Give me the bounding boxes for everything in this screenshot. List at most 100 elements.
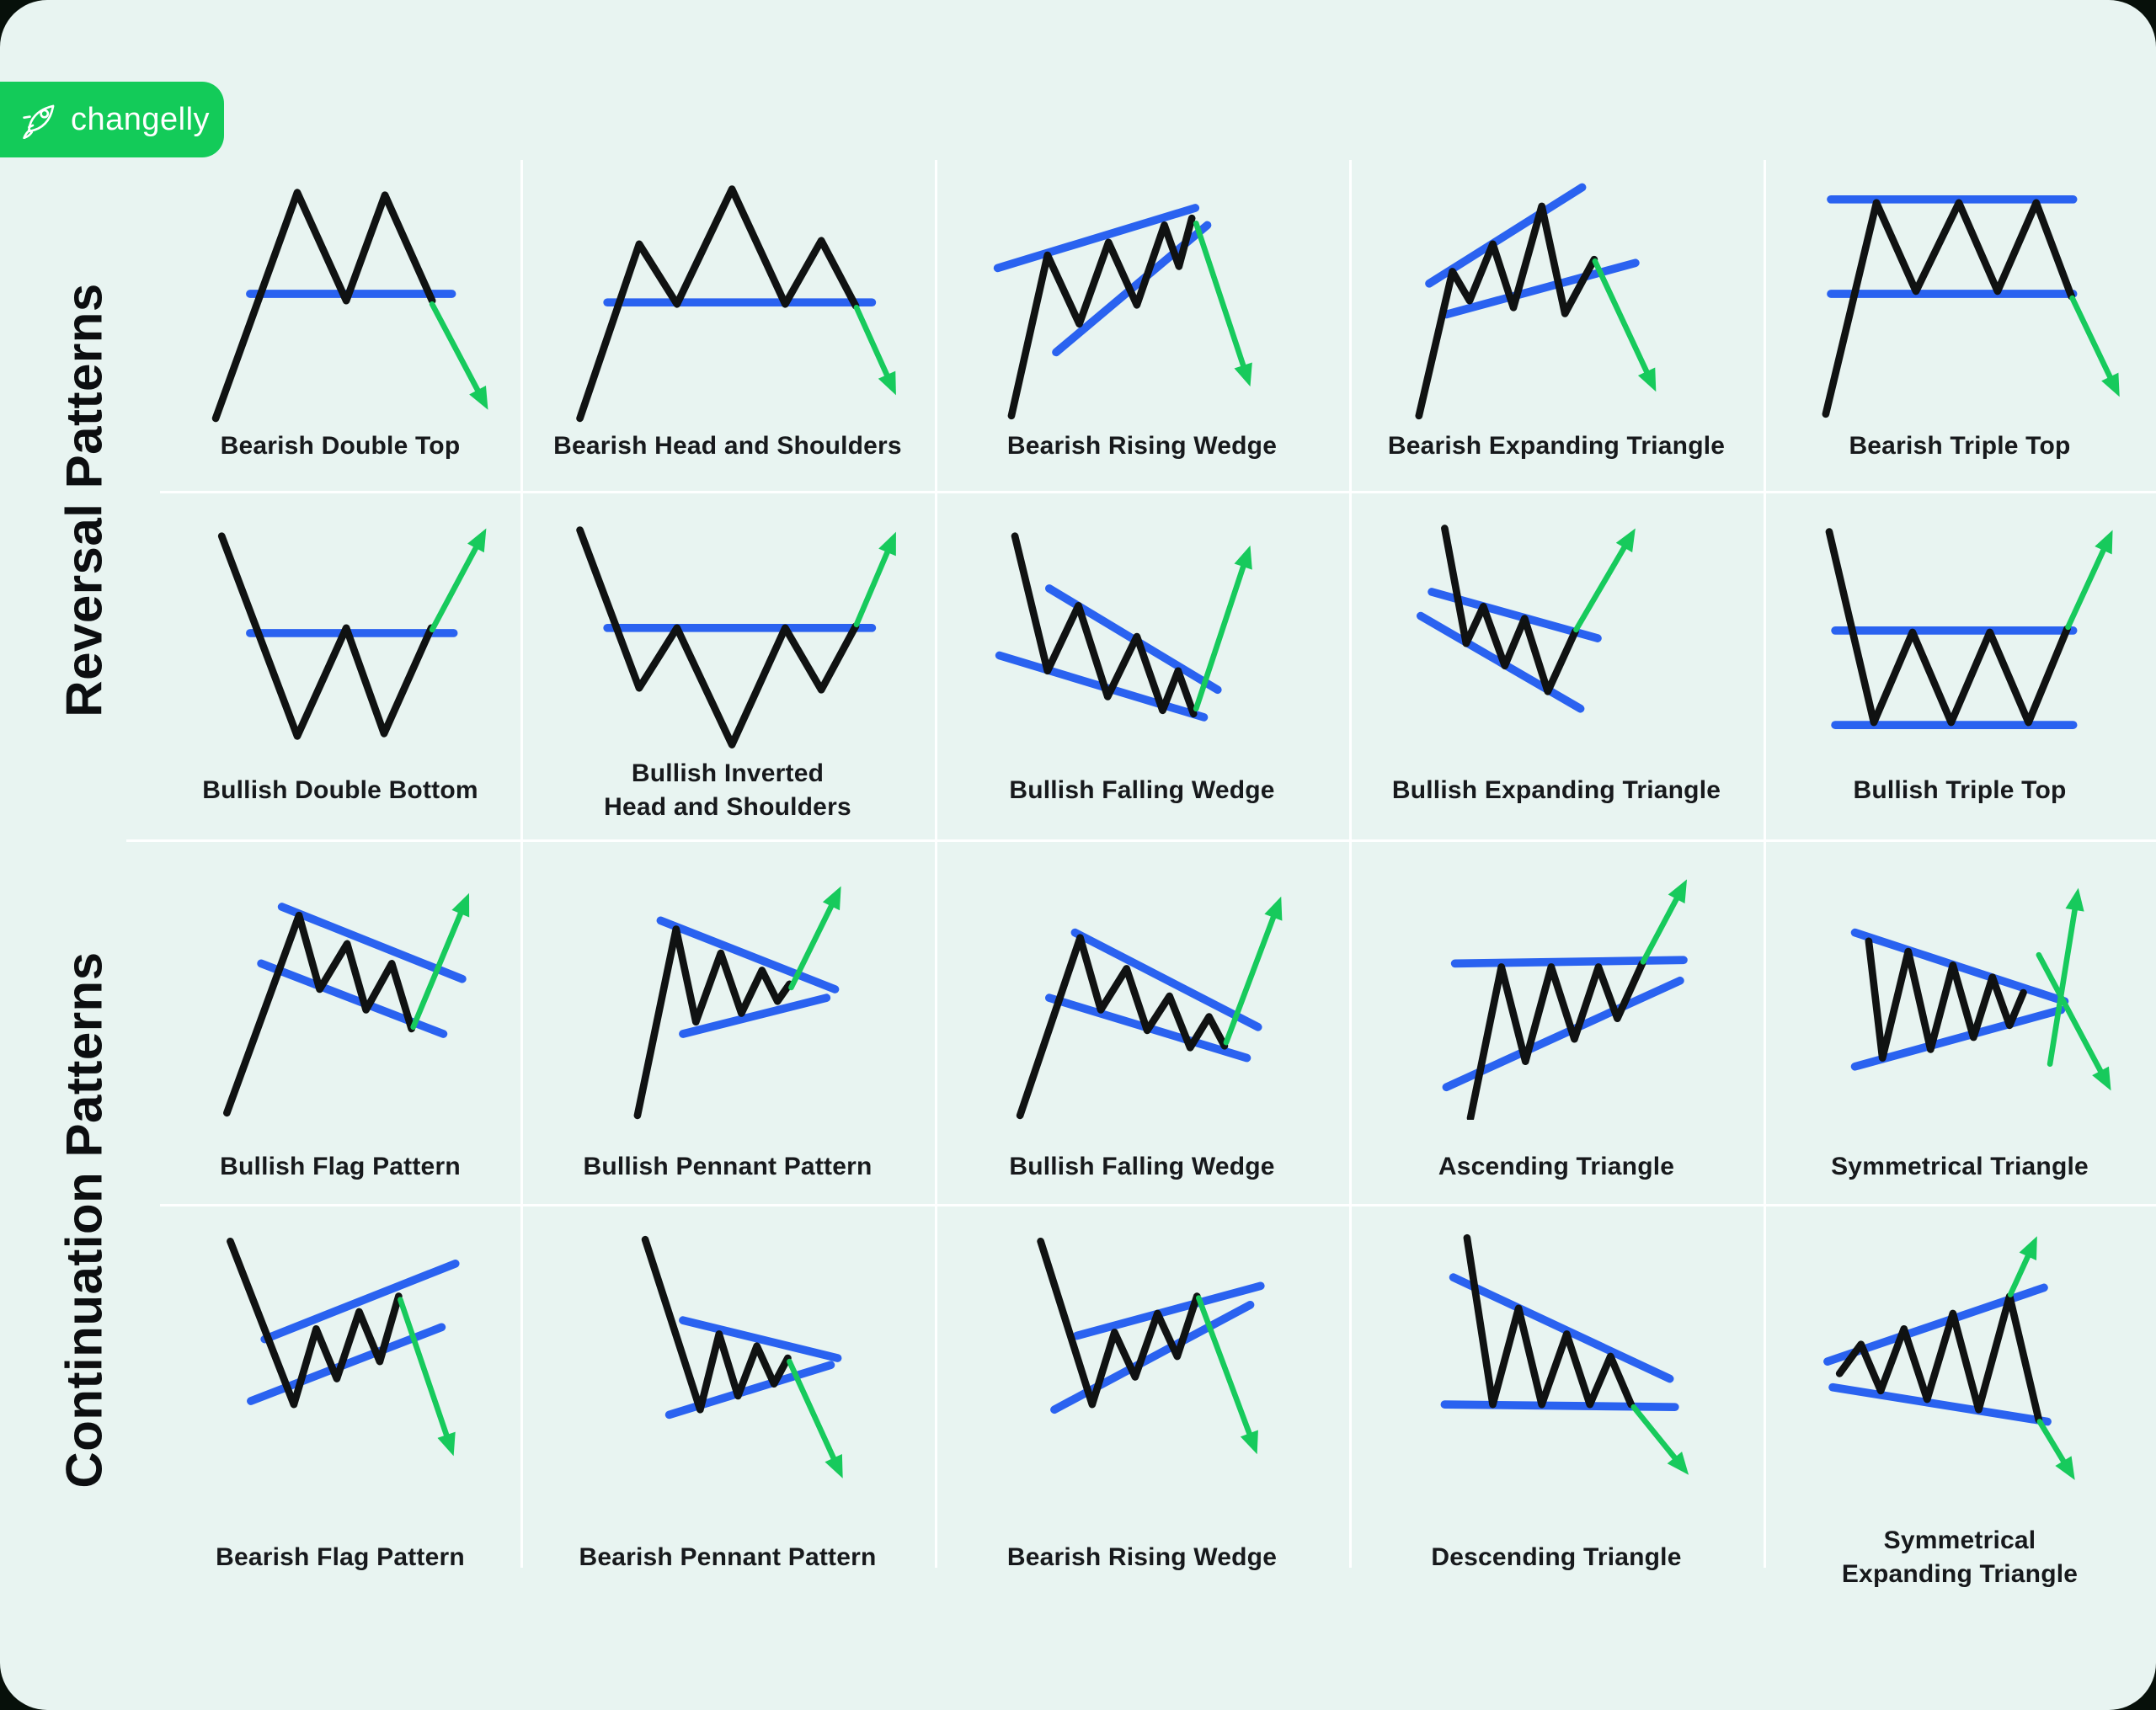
pattern-drawing <box>641 1235 843 1478</box>
pattern-label-line: Bearish Double Top <box>220 432 461 460</box>
price-line <box>1016 934 1229 1120</box>
pattern-cell: Bearish Expanding Triangle <box>1349 160 1764 491</box>
pattern-cell: Bullish Double Bottom <box>160 491 520 840</box>
pattern-drawing <box>227 1237 460 1457</box>
price-line <box>1865 937 2027 1062</box>
pattern-label: Bullish Inverted Head and Shoulders <box>520 757 935 824</box>
pattern-label: Bullish Expanding Triangle <box>1349 774 1764 807</box>
pattern-label-line: Bearish Pennant Pattern <box>579 1543 877 1571</box>
breakout-arrow-head <box>451 892 470 918</box>
pattern-label-line: Expanding Triangle <box>1841 1560 2079 1588</box>
pattern-label-line: Symmetrical Triangle <box>1831 1153 2089 1180</box>
breakout-arrow-shaft <box>1196 1295 1255 1443</box>
breakout-arrow-shaft <box>2047 900 2079 1068</box>
pattern-drawing <box>1442 879 1688 1120</box>
pattern-cell: Bearish Triple Top <box>1764 160 2156 491</box>
pattern-drawing <box>993 204 1252 420</box>
breakout-arrow-shaft <box>1592 258 1652 381</box>
price-line <box>227 1237 403 1409</box>
pattern-label: Bearish Rising Wedge <box>935 1541 1349 1574</box>
pattern-label: Bullish Triple Top <box>1764 774 2156 807</box>
column-divider <box>935 160 937 1568</box>
pattern-drawing <box>1823 1236 2075 1480</box>
trend-line <box>1442 258 1640 319</box>
breakout-arrow-head <box>437 1431 456 1457</box>
pattern-drawing <box>633 886 841 1120</box>
logo-wordmark: changelly <box>71 101 211 137</box>
pattern-cell: Ascending Triangle <box>1349 840 1764 1204</box>
pattern-cell: Bearish Rising Wedge <box>935 1204 1349 1600</box>
price-line <box>1415 202 1598 420</box>
pattern-label: Bullish Falling Wedge <box>935 774 1349 807</box>
breakout-arrow-shaft <box>398 1297 452 1445</box>
trend-line <box>260 1259 460 1344</box>
pattern-label: Symmetrical Expanding Triangle <box>1764 1524 2156 1591</box>
pattern-cell: Bullish Pennant Pattern <box>520 840 935 1204</box>
breakout-arrow-shaft <box>429 539 483 633</box>
price-line <box>217 532 435 740</box>
breakout-arrow-head <box>878 531 896 557</box>
price-line <box>1822 199 2075 418</box>
breakout-arrow-head <box>825 1454 843 1478</box>
section-label-continuation-patterns: Continuation Patterns <box>56 951 113 1489</box>
price-line <box>223 911 415 1117</box>
column-divider <box>1764 160 1766 1568</box>
breakout-arrow-shaft <box>1640 890 1683 965</box>
trend-line <box>1440 1400 1679 1412</box>
trend-line <box>247 1323 446 1405</box>
pattern-cell: Bearish Double Top <box>160 160 520 491</box>
trend-line <box>1850 1005 2066 1071</box>
breakout-arrow-head <box>822 886 841 911</box>
pattern-drawing <box>576 526 896 748</box>
pattern-label-line: Bearish Head and Shoulders <box>553 432 902 460</box>
pattern-drawing <box>211 189 488 423</box>
pattern-label: Symmetrical Triangle <box>1764 1150 2156 1184</box>
pattern-cell: Bearish Head and Shoulders <box>520 160 935 491</box>
price-line <box>641 1235 792 1414</box>
pattern-cell: Bullish Falling Wedge <box>935 491 1349 840</box>
breakout-arrow-shaft <box>787 1358 840 1468</box>
pattern-cell: Descending Triangle <box>1349 1204 1764 1600</box>
price-line <box>576 526 860 748</box>
trend-line <box>679 1316 842 1362</box>
row-divider <box>160 1204 2156 1207</box>
pattern-label: Bullish Double Bottom <box>160 774 520 807</box>
breakout-arrow-head <box>878 370 896 396</box>
pattern-cell: Bullish Expanding Triangle <box>1349 491 1764 840</box>
pattern-drawing <box>1825 528 2113 729</box>
pattern-label-line: Bullish Pennant Pattern <box>583 1153 873 1180</box>
pattern-cell: Bearish Pennant Pattern <box>520 1204 935 1600</box>
breakout-arrow-shaft <box>1193 221 1249 376</box>
breakout-arrow-shaft <box>2065 541 2110 631</box>
breakout-arrow-head <box>1667 1452 1689 1475</box>
pattern-label-line: Bullish Triple Top <box>1853 776 2067 804</box>
pattern-drawing <box>576 185 896 423</box>
breakout-arrow-head <box>1637 367 1657 392</box>
breakout-arrow-shaft <box>1630 1404 1682 1466</box>
pattern-cell: Bullish Flag Pattern <box>160 840 520 1204</box>
breakout-arrow-shaft <box>1223 908 1279 1046</box>
breakout-arrow-shaft <box>429 301 484 399</box>
breakout-arrow-shaft <box>410 904 467 1031</box>
pattern-cell: Bullish Inverted Head and Shoulders <box>520 491 935 840</box>
pattern-label-line: Bullish Inverted <box>631 759 825 787</box>
trend-line <box>1070 928 1262 1031</box>
trend-line <box>656 916 840 994</box>
breakout-arrow-head <box>2092 1066 2111 1091</box>
breakout-arrow-shaft <box>2069 295 2116 386</box>
pattern-label: Bullish Flag Pattern <box>160 1150 520 1184</box>
breakout-arrow-head <box>1668 879 1688 904</box>
pattern-label: Bearish Triple Top <box>1764 429 2156 463</box>
pattern-label-line: Bearish Rising Wedge <box>1006 432 1278 460</box>
pattern-label-line: Ascending Triangle <box>1438 1153 1675 1180</box>
pattern-label: Descending Triangle <box>1349 1541 1764 1574</box>
price-line <box>211 189 436 423</box>
pattern-label-line: Bearish Expanding Triangle <box>1387 432 1726 460</box>
breakout-arrow-head <box>2101 372 2120 397</box>
pattern-label: Bearish Double Top <box>160 429 520 463</box>
pattern-drawing <box>1416 525 1636 713</box>
pattern-label-line: Symmetrical <box>1883 1526 2036 1554</box>
pattern-drawing <box>223 892 470 1117</box>
breakout-arrow-head <box>2065 887 2084 912</box>
